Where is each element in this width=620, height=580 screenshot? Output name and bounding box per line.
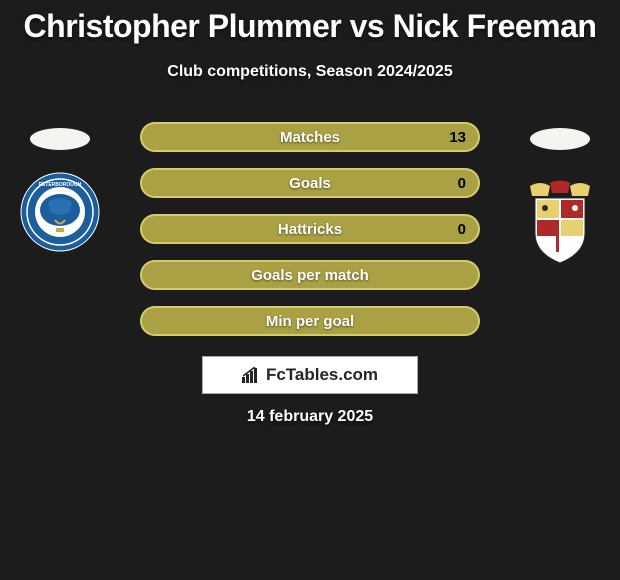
logo-label: FcTables.com [266, 365, 378, 385]
stat-value: 0 [458, 221, 466, 238]
stat-value: 0 [458, 175, 466, 192]
chart-icon [242, 367, 262, 383]
club-badge-left: PETERBOROUGH [20, 172, 100, 252]
stat-value: 13 [449, 129, 466, 146]
subtitle: Club competitions, Season 2024/2025 [0, 63, 620, 81]
stat-label: Matches [280, 129, 340, 146]
stat-bar-matches: Matches 13 [140, 122, 480, 152]
stat-label: Hattricks [278, 221, 342, 238]
stat-bar-min-per-goal: Min per goal [140, 306, 480, 336]
page-title: Christopher Plummer vs Nick Freeman [0, 0, 620, 45]
stats-container: Matches 13 Goals 0 Hattricks 0 Goals per… [140, 122, 480, 352]
club-badge-right [520, 178, 600, 268]
stat-label: Goals [289, 175, 331, 192]
player-marker-right [530, 128, 590, 150]
date-label: 14 february 2025 [0, 408, 620, 426]
player-marker-left [30, 128, 90, 150]
stat-label: Min per goal [266, 313, 354, 330]
stat-label: Goals per match [251, 267, 369, 284]
watermark-text: FcTables.com [242, 365, 378, 385]
stat-bar-goals: Goals 0 [140, 168, 480, 198]
svg-text:PETERBOROUGH: PETERBOROUGH [39, 182, 82, 188]
stat-bar-goals-per-match: Goals per match [140, 260, 480, 290]
stat-bar-hattricks: Hattricks 0 [140, 214, 480, 244]
watermark-logo: FcTables.com [202, 356, 418, 394]
